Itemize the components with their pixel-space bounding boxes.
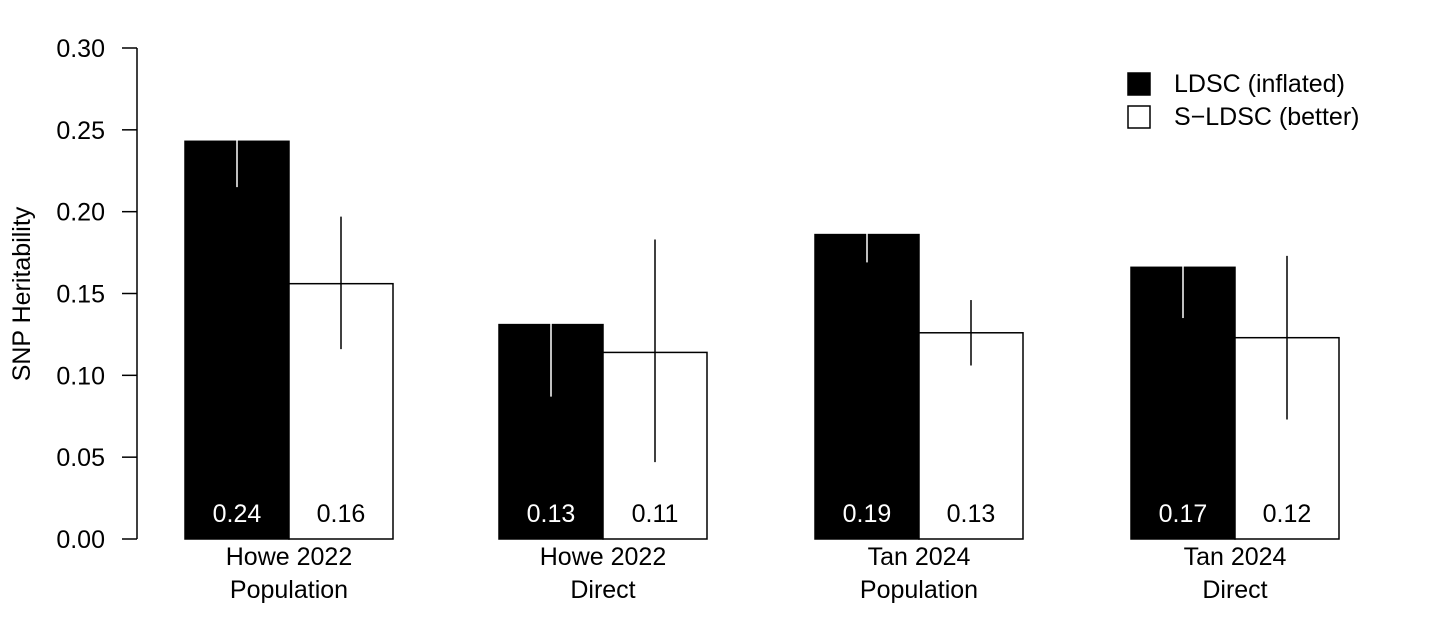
x-tick-label-line2: Population	[860, 576, 978, 604]
y-axis: 0.00 0.05 0.10 0.15 0.20 0.25 0.30	[56, 35, 138, 554]
x-tick-label-line1: Tan 2024	[1184, 543, 1287, 571]
legend: LDSC (inflated) S−LDSC (better)	[1127, 70, 1360, 131]
legend-swatch-sldsc	[1127, 105, 1151, 129]
bar-value-label: 0.12	[1263, 500, 1312, 528]
bar-ldsc	[814, 233, 920, 540]
x-tick-label-line1: Tan 2024	[868, 543, 971, 571]
y-tick-label: 0.30	[56, 35, 105, 63]
x-tick-label-line2: Direct	[1202, 576, 1267, 604]
bar-sldsc	[918, 332, 1024, 540]
y-tick-label: 0.05	[56, 444, 105, 472]
bar-value-label: 0.17	[1159, 500, 1208, 528]
legend-label-sldsc: S−LDSC (better)	[1174, 103, 1360, 131]
y-axis-label: SNP Heritability	[8, 206, 36, 381]
bar-value-label: 0.16	[317, 500, 366, 528]
y-tick-label: 0.10	[56, 362, 105, 390]
bars: 0.24 0.13 0.19 0.17 0.16 0.11 0.13 0.12	[184, 95, 1340, 540]
x-tick-label-line2: Population	[230, 576, 348, 604]
x-axis-labels: Howe 2022 Population Howe 2022 Direct Tan 20…	[226, 543, 1287, 604]
y-tick-label: 0.20	[56, 199, 105, 227]
bar-value-label: 0.19	[843, 500, 892, 528]
bar-value-label: 0.13	[947, 500, 996, 528]
bar-ldsc	[184, 140, 290, 540]
x-tick-label-line1: Howe 2022	[226, 543, 352, 571]
legend-label-ldsc: LDSC (inflated)	[1174, 70, 1345, 98]
bar-value-label: 0.24	[213, 500, 262, 528]
y-tick-label: 0.15	[56, 281, 105, 309]
x-tick-label-line2: Direct	[570, 576, 635, 604]
legend-swatch-ldsc	[1127, 72, 1151, 96]
bar-value-label: 0.13	[527, 500, 576, 528]
x-tick-label-line1: Howe 2022	[540, 543, 666, 571]
bar-value-label: 0.11	[632, 500, 679, 528]
y-tick-label: 0.00	[56, 526, 105, 554]
y-tick-label: 0.25	[56, 117, 105, 145]
